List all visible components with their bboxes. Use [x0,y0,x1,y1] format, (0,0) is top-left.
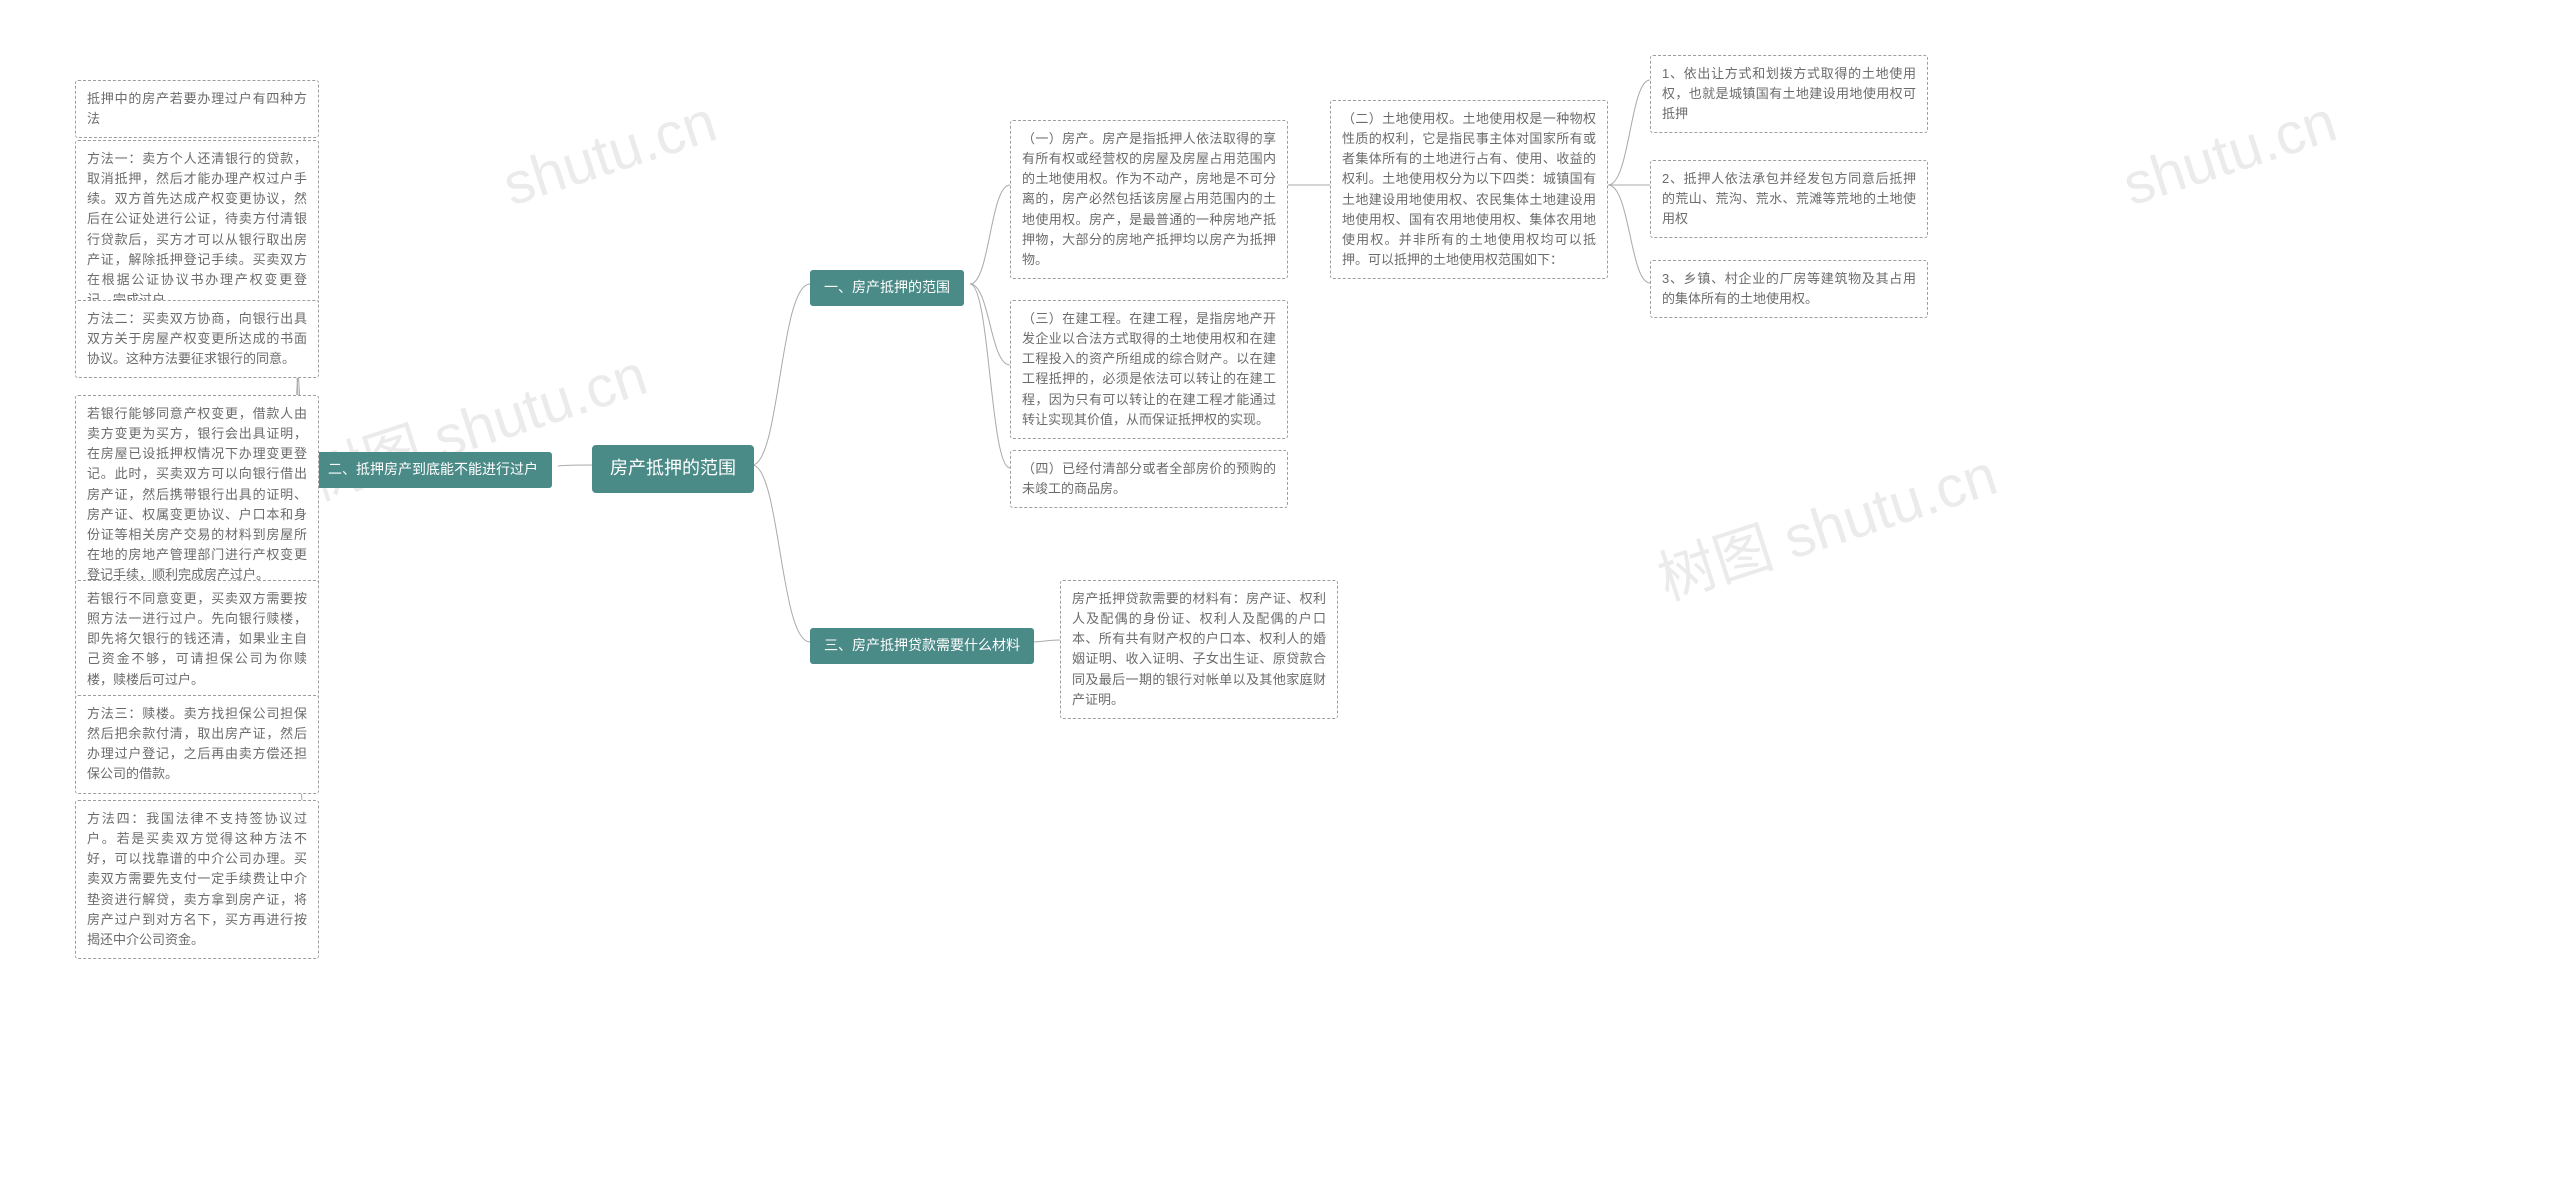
leaf-b1-1-1[interactable]: （二）土地使用权。土地使用权是一种物权性质的权利，它是指民事主体对国家所有或者集… [1330,100,1608,279]
branch-3[interactable]: 三、房产抵押贷款需要什么材料 [810,628,1034,664]
leaf-b1-1-1-1[interactable]: 1、依出让方式和划拨方式取得的土地使用权，也就是城镇国有土地建设用地使用权可抵押 [1650,55,1928,133]
branch-1[interactable]: 一、房产抵押的范围 [810,270,964,306]
leaf-b2-1[interactable]: 方法一：卖方个人还清银行的贷款，取消抵押，然后才能办理产权过户手续。双方首先达成… [75,140,319,319]
leaf-b2-2[interactable]: 方法二：买卖双方协商，向银行出具双方关于房屋产权变更所达成的书面协议。这种方法要… [75,300,319,378]
watermark-4: shutu.cn [2115,88,2344,219]
leaf-b1-1-1-3[interactable]: 3、乡镇、村企业的厂房等建筑物及其占用的集体所有的土地使用权。 [1650,260,1928,318]
leaf-b3-1[interactable]: 房产抵押贷款需要的材料有：房产证、权利人及配偶的身份证、权利人及配偶的户口本、所… [1060,580,1338,719]
watermark-3: 树图 shutu.cn [1646,428,2006,616]
leaf-b2-6[interactable]: 方法四：我国法律不支持签协议过户。若是买卖双方觉得这种方法不好，可以找靠谱的中介… [75,800,319,959]
leaf-b1-3[interactable]: （四）已经付清部分或者全部房价的预购的未竣工的商品房。 [1010,450,1288,508]
leaf-b1-2[interactable]: （三）在建工程。在建工程，是指房地产开发企业以合法方式取得的土地使用权和在建工程… [1010,300,1288,439]
watermark-2: shutu.cn [495,88,724,219]
branch-2[interactable]: 二、抵押房产到底能不能进行过户 [314,452,552,488]
leaf-b2-3[interactable]: 若银行能够同意产权变更，借款人由卖方变更为买方，银行会出具证明，在房屋已设抵押权… [75,395,319,594]
leaf-b2-5[interactable]: 方法三：赎楼。卖方找担保公司担保然后把余款付清，取出房产证，然后办理过户登记，之… [75,695,319,794]
leaf-b1-1-1-2[interactable]: 2、抵押人依法承包并经发包方同意后抵押的荒山、荒沟、荒水、荒滩等荒地的土地使用权 [1650,160,1928,238]
leaf-b2-0[interactable]: 抵押中的房产若要办理过户有四种方法 [75,80,319,138]
leaf-b1-1[interactable]: （一）房产。房产是指抵押人依法取得的享有所有权或经营权的房屋及房屋占用范围内的土… [1010,120,1288,279]
root-node[interactable]: 房产抵押的范围 [592,445,754,493]
leaf-b2-4[interactable]: 若银行不同意变更，买卖双方需要按照方法一进行过户。先向银行赎楼，即先将欠银行的钱… [75,580,319,699]
